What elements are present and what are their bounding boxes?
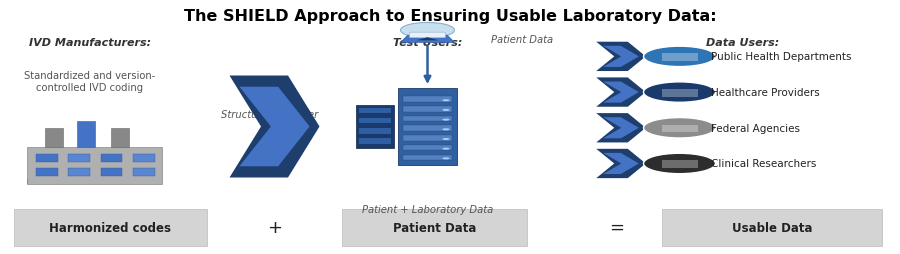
Circle shape xyxy=(442,138,449,140)
Text: +: + xyxy=(267,218,282,236)
FancyBboxPatch shape xyxy=(356,106,394,148)
FancyBboxPatch shape xyxy=(410,33,446,39)
Polygon shape xyxy=(596,78,645,107)
Text: Patient Data: Patient Data xyxy=(393,221,476,234)
Polygon shape xyxy=(239,87,310,167)
FancyBboxPatch shape xyxy=(101,168,122,177)
Text: Harmonized codes: Harmonized codes xyxy=(49,221,171,234)
FancyBboxPatch shape xyxy=(403,116,453,122)
Text: Healthcare Providers: Healthcare Providers xyxy=(711,88,820,98)
FancyBboxPatch shape xyxy=(398,89,457,165)
FancyBboxPatch shape xyxy=(36,154,58,163)
Circle shape xyxy=(644,154,716,174)
Circle shape xyxy=(442,129,449,131)
Polygon shape xyxy=(596,42,645,72)
FancyBboxPatch shape xyxy=(358,118,391,124)
FancyBboxPatch shape xyxy=(662,210,882,246)
Text: Structured Transfer: Structured Transfer xyxy=(221,109,319,119)
FancyBboxPatch shape xyxy=(36,168,58,177)
Circle shape xyxy=(442,100,449,102)
FancyBboxPatch shape xyxy=(403,126,453,132)
FancyBboxPatch shape xyxy=(27,147,162,184)
FancyBboxPatch shape xyxy=(111,129,129,148)
FancyBboxPatch shape xyxy=(14,210,207,246)
Circle shape xyxy=(644,47,716,67)
Text: Data Users:: Data Users: xyxy=(706,38,779,48)
Circle shape xyxy=(644,118,716,138)
Circle shape xyxy=(442,148,449,150)
Circle shape xyxy=(442,158,449,160)
Polygon shape xyxy=(603,47,639,68)
FancyBboxPatch shape xyxy=(133,168,155,177)
FancyBboxPatch shape xyxy=(403,145,453,151)
Text: IVD Manufacturers:: IVD Manufacturers: xyxy=(29,38,151,48)
FancyBboxPatch shape xyxy=(662,90,698,97)
FancyBboxPatch shape xyxy=(662,54,698,62)
Text: Clinical Researchers: Clinical Researchers xyxy=(711,159,816,169)
FancyBboxPatch shape xyxy=(403,97,453,103)
FancyBboxPatch shape xyxy=(133,154,155,163)
FancyBboxPatch shape xyxy=(68,168,90,177)
FancyBboxPatch shape xyxy=(358,138,391,144)
FancyBboxPatch shape xyxy=(403,136,453,141)
FancyBboxPatch shape xyxy=(403,155,453,161)
FancyBboxPatch shape xyxy=(662,161,698,168)
Circle shape xyxy=(400,23,454,39)
FancyBboxPatch shape xyxy=(342,210,526,246)
Text: Public Health Departments: Public Health Departments xyxy=(711,52,851,62)
Polygon shape xyxy=(603,82,639,103)
Polygon shape xyxy=(596,114,645,143)
Text: Patient + Laboratory Data: Patient + Laboratory Data xyxy=(362,204,493,215)
Text: Patient Data: Patient Data xyxy=(491,34,553,44)
FancyBboxPatch shape xyxy=(76,121,94,148)
FancyBboxPatch shape xyxy=(662,125,698,133)
Circle shape xyxy=(442,119,449,121)
Text: Test Users:: Test Users: xyxy=(392,38,463,48)
FancyBboxPatch shape xyxy=(68,154,90,163)
Polygon shape xyxy=(400,36,454,43)
Circle shape xyxy=(442,109,449,112)
Text: The SHIELD Approach to Ensuring Usable Laboratory Data:: The SHIELD Approach to Ensuring Usable L… xyxy=(184,9,716,24)
Text: =: = xyxy=(609,218,624,236)
Polygon shape xyxy=(603,153,639,174)
Circle shape xyxy=(644,83,716,103)
Text: Usable Data: Usable Data xyxy=(732,221,813,234)
FancyBboxPatch shape xyxy=(358,108,391,114)
Text: Federal Agencies: Federal Agencies xyxy=(711,123,800,133)
FancyBboxPatch shape xyxy=(358,128,391,134)
FancyBboxPatch shape xyxy=(27,180,162,184)
Polygon shape xyxy=(603,118,639,139)
FancyBboxPatch shape xyxy=(45,129,63,148)
Polygon shape xyxy=(417,38,438,41)
FancyBboxPatch shape xyxy=(101,154,122,163)
Polygon shape xyxy=(596,149,645,178)
FancyBboxPatch shape xyxy=(403,107,453,112)
Polygon shape xyxy=(230,76,320,178)
Text: Standardized and version-
controlled IVD coding: Standardized and version- controlled IVD… xyxy=(24,71,156,93)
